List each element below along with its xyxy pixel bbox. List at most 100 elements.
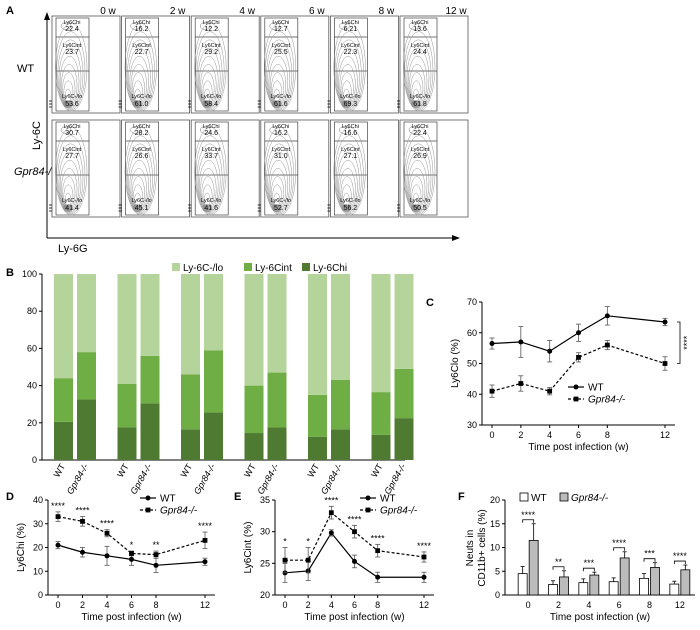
gate-name: Ly6Cint [202, 43, 221, 49]
significance-label: **** [417, 541, 432, 551]
gate-name: Ly6Cint [132, 43, 151, 49]
gate-name: Ly6C-/lo [201, 198, 221, 204]
x-tick-label: 12 [200, 600, 210, 610]
data-point [328, 510, 334, 516]
data-point [375, 548, 381, 554]
gate-value: 61.8 [413, 101, 427, 108]
y-tick-label: 10 [490, 543, 500, 553]
y-tick-label: 35 [260, 495, 270, 505]
x-tick-label: 2 [556, 600, 561, 610]
gate-value: 50.5 [413, 205, 427, 212]
contour-line [194, 23, 227, 112]
significance-label: **** [521, 510, 536, 520]
contour-core [271, 204, 282, 212]
gate-value: 12.2 [204, 26, 218, 33]
significance-label: **** [75, 506, 90, 516]
significance-label: **** [347, 514, 362, 524]
legend-label: WT [160, 494, 176, 505]
contour-line [405, 39, 432, 110]
x-axis-title: Time post infection (w) [304, 612, 404, 623]
b-bar-segment [244, 433, 264, 460]
b-bar-segment [371, 392, 391, 435]
gate-name: Ly6Chi [203, 20, 220, 26]
gate-value: 22.4 [65, 26, 79, 33]
y-axis-title: CD11b+ cells (%) [477, 509, 488, 586]
row-label-ko: Gpr84-/- [14, 166, 55, 178]
b-y-tick-label: 80 [27, 306, 37, 316]
y-tick-label: 50 [467, 359, 477, 369]
contour-core [341, 100, 352, 108]
data-point [662, 361, 668, 366]
gate-name: Ly6Chi [272, 20, 289, 26]
x-tick-label: 6 [576, 430, 581, 440]
f-bar [548, 584, 558, 596]
legend-swatch [302, 263, 310, 271]
gate-value: 69.3 [344, 101, 358, 108]
data-point [604, 342, 610, 348]
f-bar [680, 569, 691, 596]
y-tick-label: 0 [495, 590, 500, 600]
significance-label: **** [612, 538, 627, 548]
y-tick-label: 30 [467, 420, 477, 430]
contour-line [58, 151, 82, 213]
y-tick-label: 15 [490, 519, 500, 529]
y-axis-title: Ly6Clo (%) [450, 339, 461, 388]
f-bar [650, 567, 660, 596]
significance-bracket [522, 519, 535, 523]
data-point [153, 552, 159, 558]
data-point [305, 557, 311, 563]
contour-line [127, 39, 153, 110]
b-bar-segment [204, 350, 223, 413]
b-x-tick-label: Gpr84-/- [255, 462, 280, 496]
f-bar [669, 583, 680, 596]
f-bar [559, 576, 569, 596]
legend-label: Gpr84-/- [380, 506, 418, 517]
contour-line [124, 127, 157, 216]
f-bar [619, 557, 630, 596]
x-tick-label: 8 [375, 600, 380, 610]
contour-line [197, 47, 221, 109]
data-point [153, 562, 159, 568]
y-tick-label: 40 [467, 389, 477, 399]
data-point [375, 574, 381, 580]
b-bar-segment [267, 372, 287, 428]
legend-swatch [172, 263, 180, 271]
legend-label: Ly-6C-/lo [183, 263, 224, 274]
b-y-tick-label: 100 [22, 269, 37, 279]
b-bar-segment [308, 436, 327, 460]
contour-line [58, 47, 82, 109]
b-bar-segment [371, 274, 391, 393]
flow-plot-grid: 0 wLy6Chi22.4Ly6Cint23.7Ly6C-/lo53.6Ly6C… [49, 6, 469, 218]
contour-line [125, 135, 155, 215]
data-point [421, 574, 427, 580]
gate-value: 6.21 [344, 26, 358, 33]
panel-label-f: F [458, 491, 465, 503]
x-tick-label: 6 [129, 600, 134, 610]
data-point [129, 551, 134, 556]
x-tick-label: 4 [104, 600, 109, 610]
contour-line [404, 31, 434, 111]
b-bar-segment [204, 412, 223, 460]
data-point [547, 388, 553, 394]
gate-value: 28.2 [135, 130, 149, 137]
significance-label: *** [644, 549, 655, 559]
contour-line [195, 135, 225, 215]
b-bar-segment [308, 394, 327, 437]
gate-value: 52.7 [274, 205, 288, 212]
data-point [202, 559, 208, 565]
gate-value: 61.0 [135, 101, 149, 108]
gate-name: Ly6Chi [342, 20, 359, 26]
panel-label-c: C [426, 297, 434, 309]
significance-label: * [283, 537, 287, 547]
gate-value: 23.7 [65, 49, 79, 56]
data-point [489, 388, 495, 394]
gate-name: Ly6C-/lo [62, 94, 82, 100]
x-axis-title: Time post infection (w) [528, 442, 628, 453]
legend-marker [145, 495, 151, 501]
data-point [576, 354, 581, 360]
significance-label: * [130, 540, 134, 550]
contour-line [403, 127, 436, 216]
gate-name: Ly6C-/lo [271, 94, 291, 100]
